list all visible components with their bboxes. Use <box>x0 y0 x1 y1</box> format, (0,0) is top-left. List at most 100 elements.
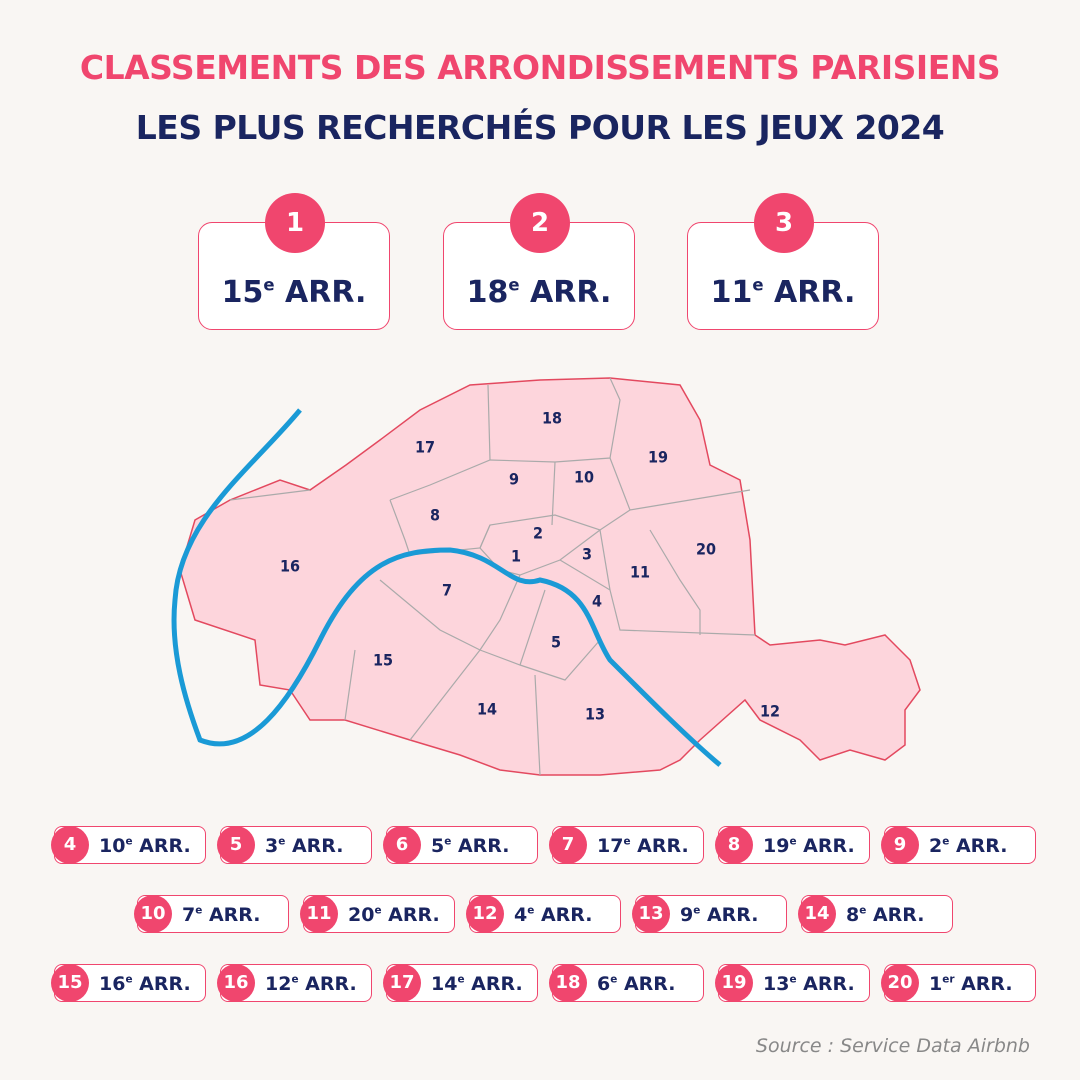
map-label: 13 <box>585 705 605 724</box>
arr-label: ARR. <box>208 904 261 926</box>
arrondissement-number: 14 <box>431 973 458 995</box>
arrondissement-number: 18 <box>466 275 509 310</box>
ranking-item: 17 14e ARR. <box>383 964 538 1002</box>
map-label: 14 <box>477 700 497 719</box>
map-label: 20 <box>696 540 716 559</box>
ranking-item: 7 17e ARR. <box>549 826 704 864</box>
map-label: 2 <box>533 524 543 543</box>
arrondissement-number: 8 <box>846 904 860 926</box>
map-label: 12 <box>760 702 780 721</box>
map-label: 17 <box>415 438 435 457</box>
arrondissement-number: 6 <box>597 973 611 995</box>
map-label: 7 <box>442 581 452 600</box>
arrondissement-number: 2 <box>929 835 943 857</box>
arrondissement-number: 16 <box>99 973 126 995</box>
arr-label: ARR. <box>961 973 1013 995</box>
ranking-item: 5 3e ARR. <box>217 826 372 864</box>
arrondissement-number: 7 <box>182 904 196 926</box>
arrondissement-number: 4 <box>514 904 528 926</box>
ordinal-suffix: e <box>610 973 618 986</box>
arr-label: ARR. <box>305 973 357 995</box>
paris-outline <box>179 377 921 776</box>
rank-badge: 20 <box>881 964 919 1002</box>
arr-label: ARR. <box>872 904 925 926</box>
ordinal-suffix: e <box>195 904 203 917</box>
ranking-item: 13 9e ARR. <box>632 895 787 933</box>
rank-badge: 16 <box>217 964 255 1002</box>
arr-label: ARR. <box>388 904 440 926</box>
arr-label: ARR. <box>291 835 344 857</box>
rank-badge: 1 <box>265 193 325 253</box>
ordinal-suffix: e <box>291 973 299 986</box>
arr-label: ARR. <box>803 835 855 857</box>
subtitle: LES PLUS RECHERCHÉS POUR LES JEUX 2024 <box>135 108 945 147</box>
ranking-item: 8 19e ARR. <box>715 826 870 864</box>
rank-badge: 9 <box>881 826 919 864</box>
map-label: 16 <box>280 557 300 576</box>
ranking-item: 4 10e ARR. <box>51 826 206 864</box>
ordinal-suffix: e <box>693 904 701 917</box>
ranking-item: 10 7e ARR. <box>134 895 289 933</box>
rank-badge: 18 <box>549 964 587 1002</box>
map-label: 15 <box>373 651 393 670</box>
arr-label: ARR. <box>774 275 856 310</box>
seine <box>171 408 722 767</box>
arr-label: ARR. <box>637 835 689 857</box>
rank-badge: 11 <box>300 895 338 933</box>
ordinal-suffix: e <box>508 275 520 295</box>
ranking-item: 15 16e ARR. <box>51 964 206 1002</box>
rank-badge: 5 <box>217 826 255 864</box>
map-label: 18 <box>542 409 562 428</box>
arr-label: ARR. <box>471 973 523 995</box>
map-label: 11 <box>630 563 650 582</box>
rank-badge: 14 <box>798 895 836 933</box>
arrondissement-number: 3 <box>265 835 279 857</box>
arr-label: ARR. <box>623 973 676 995</box>
map-label: 10 <box>574 468 594 487</box>
arrondissement-number: 1 <box>929 973 943 995</box>
arr-label: ARR. <box>803 973 855 995</box>
arrondissement-number: 20 <box>348 904 375 926</box>
rank-badge: 10 <box>134 895 172 933</box>
arrondissement-number: 5 <box>431 835 445 857</box>
ordinal-suffix: e <box>278 835 286 848</box>
rank-badge: 7 <box>549 826 587 864</box>
ordinal-suffix: e <box>457 973 465 986</box>
ordinal-suffix: e <box>859 904 867 917</box>
ordinal-suffix: e <box>444 835 452 848</box>
ranking-item: 6 5e ARR. <box>383 826 538 864</box>
ranking-item: 20 1er ARR. <box>881 964 1036 1002</box>
ordinal-suffix: er <box>942 973 955 986</box>
ordinal-suffix: e <box>263 275 275 295</box>
ordinal-suffix: e <box>125 973 133 986</box>
rank-badge: 3 <box>754 193 814 253</box>
map-label: 3 <box>582 545 592 564</box>
map-label: 8 <box>430 506 440 525</box>
ordinal-suffix: e <box>789 835 797 848</box>
arr-label: ARR. <box>530 275 612 310</box>
arrondissement-number: 10 <box>99 835 126 857</box>
arr-label: ARR. <box>706 904 759 926</box>
podium-card: 1 15e ARR. <box>198 193 390 330</box>
podium-card: 2 18e ARR. <box>443 193 635 330</box>
ordinal-suffix: e <box>789 973 797 986</box>
ordinal-suffix: e <box>752 275 764 295</box>
arr-label: ARR. <box>457 835 510 857</box>
ordinal-suffix: e <box>942 835 950 848</box>
ranking-item: 14 8e ARR. <box>798 895 953 933</box>
arr-label: ARR. <box>955 835 1008 857</box>
ordinal-suffix: e <box>527 904 535 917</box>
rank-badge: 6 <box>383 826 421 864</box>
ordinal-suffix: e <box>374 904 382 917</box>
map-label: 19 <box>648 448 668 467</box>
map-label: 1 <box>511 547 521 566</box>
rank-badge: 8 <box>715 826 753 864</box>
source: Source : Service Data Airbnb <box>755 1035 1030 1057</box>
podium-card: 3 11e ARR. <box>687 193 879 330</box>
map-label: 5 <box>551 633 561 652</box>
ranking-item: 9 2e ARR. <box>881 826 1036 864</box>
arr-label: ARR. <box>139 973 191 995</box>
rank-badge: 15 <box>51 964 89 1002</box>
